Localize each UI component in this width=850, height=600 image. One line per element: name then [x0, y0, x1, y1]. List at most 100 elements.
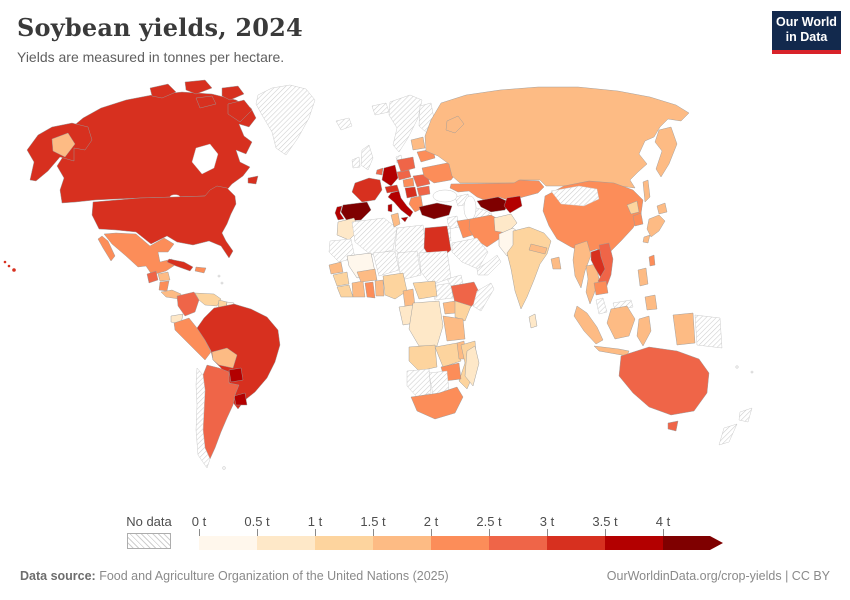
country-italy[interactable] [387, 190, 414, 218]
country-nigeria[interactable] [382, 272, 408, 300]
country-burkina-faso[interactable] [356, 268, 378, 283]
country-chad[interactable] [396, 250, 422, 281]
country-usa-hawaii[interactable] [7, 264, 11, 268]
country-indonesia-west-papua[interactable] [672, 312, 696, 346]
country-sierra-leone-liberia[interactable] [336, 284, 354, 298]
country-kenya[interactable] [454, 300, 472, 322]
country-myanmar[interactable] [572, 240, 592, 289]
country-tunisia[interactable] [390, 212, 401, 228]
country-philippines-mindanao[interactable] [644, 294, 658, 311]
country-france[interactable] [351, 177, 383, 203]
country-uzbekistan[interactable] [476, 196, 510, 213]
country-new-zealand-north[interactable] [738, 407, 753, 423]
country-mexico-baja[interactable] [97, 235, 116, 262]
country-bolivia[interactable] [211, 347, 238, 369]
country-greenland[interactable] [255, 84, 316, 156]
legend-no-data-swatch[interactable] [127, 533, 171, 549]
country-benelux[interactable] [375, 167, 384, 176]
country-russia[interactable] [424, 86, 690, 190]
country-turkey[interactable] [418, 202, 453, 220]
country-guinea[interactable] [332, 271, 350, 287]
country-chile[interactable] [195, 367, 211, 469]
country-afghanistan[interactable] [493, 213, 518, 234]
legend-bin-3[interactable] [373, 536, 431, 550]
country-norway-sweden[interactable] [388, 94, 423, 153]
country-namibia[interactable] [406, 368, 432, 398]
country-venezuela[interactable] [194, 292, 222, 307]
country-senegal[interactable] [328, 261, 344, 275]
country-sudan[interactable] [418, 250, 452, 286]
country-australia[interactable] [618, 346, 710, 416]
country-cuba[interactable] [166, 258, 194, 272]
country-hispaniola[interactable] [194, 266, 207, 274]
country-poland[interactable] [396, 156, 416, 173]
country-ghana[interactable] [364, 281, 376, 299]
legend-bin-6[interactable] [547, 536, 605, 550]
country-ukraine[interactable] [421, 162, 460, 184]
legend-bin-2[interactable] [315, 536, 373, 550]
country-indonesia-borneo[interactable] [606, 305, 636, 340]
country-russia-chukotka[interactable] [51, 132, 76, 158]
country-dr-congo[interactable] [408, 300, 444, 347]
legend-bin-0[interactable] [199, 536, 257, 550]
country-cambodia[interactable] [593, 280, 609, 296]
country-russia-novaya-zemlya[interactable] [445, 115, 465, 134]
country-brazil[interactable] [196, 303, 281, 410]
country-somalia[interactable] [472, 282, 495, 312]
country-central-african-republic[interactable] [412, 280, 438, 300]
country-united-kingdom[interactable] [360, 144, 374, 171]
country-usa-hawaii[interactable] [3, 260, 7, 264]
country-uganda[interactable] [442, 300, 457, 315]
country-kyrgyzstan-tajikistan[interactable] [503, 195, 523, 214]
country-bangladesh[interactable] [550, 256, 562, 270]
country-baltics[interactable] [410, 136, 426, 151]
country-hungary[interactable] [402, 177, 415, 188]
country-honduras[interactable] [157, 271, 171, 282]
country-niger[interactable] [372, 250, 400, 277]
country-india[interactable] [506, 226, 552, 310]
country-zambia[interactable] [434, 342, 462, 368]
country-canada-newfoundland[interactable] [247, 175, 259, 185]
country-south-korea[interactable] [632, 212, 644, 227]
owid-logo[interactable]: Our World in Data [772, 11, 841, 50]
legend-bin-8-arrow[interactable] [663, 536, 723, 550]
country-indonesia-java[interactable] [593, 345, 630, 357]
country-russia-kamchatka[interactable] [654, 126, 678, 178]
country-bulgaria[interactable] [416, 185, 431, 197]
country-australia-tasmania[interactable] [667, 420, 679, 432]
country-germany[interactable] [381, 164, 399, 187]
country-sri-lanka[interactable] [528, 313, 538, 329]
country-ireland[interactable] [351, 156, 361, 169]
country-colombia[interactable] [176, 291, 200, 317]
country-japan-honshu[interactable] [646, 214, 666, 238]
country-yemen-oman[interactable] [476, 254, 502, 276]
legend-bin-7[interactable] [605, 536, 663, 550]
country-iceland[interactable] [335, 117, 353, 131]
country-togo-benin[interactable] [374, 279, 385, 297]
legend-bin-1[interactable] [257, 536, 315, 550]
country-canada-island[interactable] [195, 95, 217, 109]
country-madagascar[interactable] [464, 345, 480, 387]
country-italy-sardinia[interactable] [387, 203, 393, 213]
country-canada-baffin[interactable] [227, 99, 253, 123]
country-indonesia-sumatra[interactable] [573, 305, 604, 345]
country-portugal[interactable] [334, 205, 345, 221]
country-mongolia[interactable] [550, 185, 600, 207]
legend-bin-4[interactable] [431, 536, 489, 550]
country-spain[interactable] [340, 201, 372, 222]
country-canada-island[interactable] [149, 83, 177, 99]
country-taiwan[interactable] [648, 254, 656, 267]
country-russia-sakhalin[interactable] [642, 179, 651, 203]
country-new-zealand-south[interactable] [718, 423, 738, 446]
country-nepal[interactable] [528, 243, 548, 255]
country-usa[interactable] [91, 185, 237, 259]
footer-link[interactable]: OurWorldinData.org/crop-yields | CC BY [606, 569, 830, 583]
country-paraguay[interactable] [228, 367, 244, 383]
country-algeria[interactable] [351, 217, 398, 256]
country-balkans[interactable] [404, 186, 418, 199]
country-papua-new-guinea[interactable] [694, 314, 723, 349]
country-cote-divoire[interactable] [351, 280, 366, 298]
country-uruguay[interactable] [233, 392, 248, 406]
country-canada-island[interactable] [221, 85, 245, 101]
country-usa-hawaii[interactable] [12, 268, 16, 272]
